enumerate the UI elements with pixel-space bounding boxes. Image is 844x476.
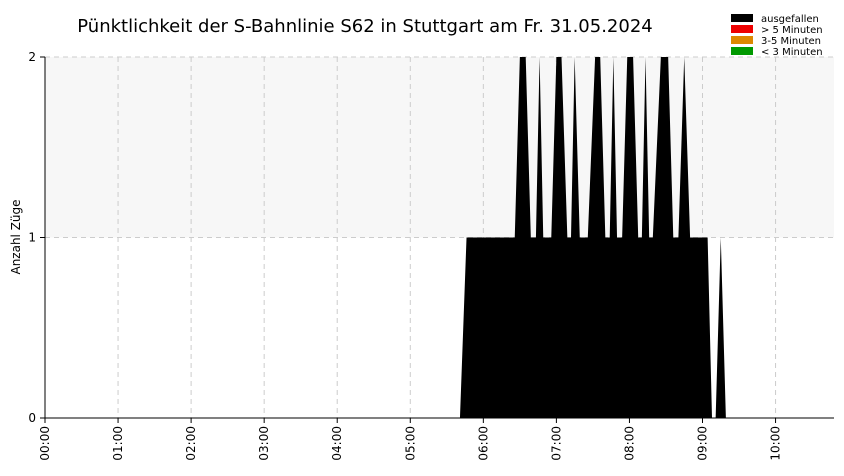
x-tick-label: 10:00	[769, 426, 783, 461]
legend-label: > 5 Minuten	[761, 25, 823, 36]
legend-label: 3-5 Minuten	[761, 36, 821, 47]
x-tick-label: 02:00	[184, 426, 198, 461]
chart-title: Pünktlichkeit der S-Bahnlinie S62 in Stu…	[77, 16, 653, 37]
legend-label: ausgefallen	[761, 14, 819, 25]
x-tick-label: 04:00	[330, 426, 344, 461]
legend-swatch	[731, 14, 753, 22]
x-tick-label: 01:00	[111, 426, 125, 461]
x-tick-label: 00:00	[38, 426, 52, 461]
x-tick-label: 08:00	[622, 426, 636, 461]
y-ticks: 0 1 2	[28, 50, 45, 425]
series-area	[45, 57, 834, 418]
legend-swatch	[731, 47, 753, 55]
x-tick-label: 03:00	[257, 426, 271, 461]
y-axis-label: Anzahl Züge	[9, 199, 23, 274]
y-tick-label: 1	[28, 231, 36, 245]
x-tick-label: 07:00	[549, 426, 563, 461]
legend-label: < 3 Minuten	[761, 47, 823, 58]
x-ticks: 00:00 01:00 02:00 03:00 04:00 05:00 06:00 07:00…	[38, 418, 783, 461]
plot-background-upper-band	[45, 57, 834, 238]
x-tick-label: 05:00	[403, 426, 417, 461]
y-tick-label: 0	[28, 411, 36, 425]
x-tick-label: 09:00	[696, 426, 710, 461]
series-layer	[45, 57, 834, 418]
y-tick-label: 2	[28, 50, 36, 64]
x-tick-label: 06:00	[476, 426, 490, 461]
legend-swatch	[731, 25, 753, 33]
legend-swatch	[731, 36, 753, 44]
